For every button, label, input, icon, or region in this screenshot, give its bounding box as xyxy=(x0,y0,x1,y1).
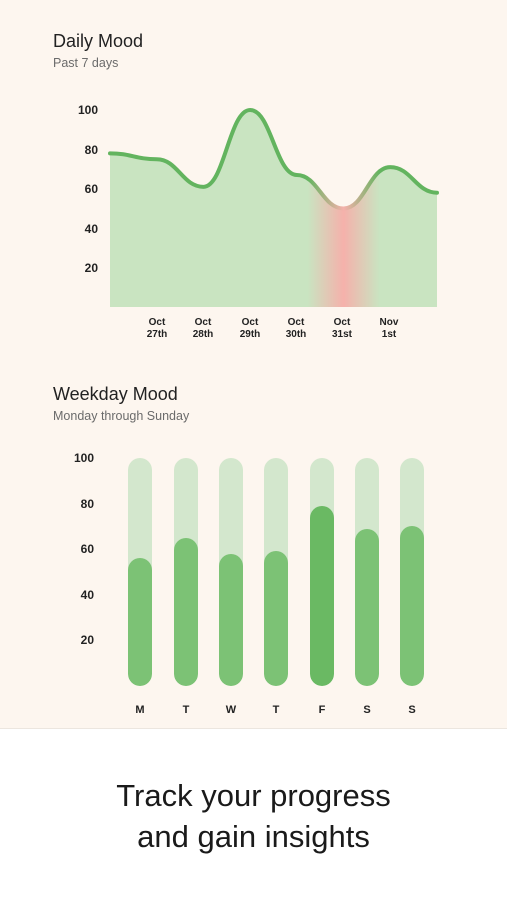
mood-insights-card: Daily Mood Past 7 days 100 80 60 40 20 O… xyxy=(0,0,507,729)
weekday-y-tick: 20 xyxy=(80,633,94,647)
weekday-label: W xyxy=(225,704,237,716)
weekday-mood-subtitle: Monday through Sunday xyxy=(53,409,190,423)
weekday-y-tick: 60 xyxy=(80,542,94,556)
daily-y-tick: 20 xyxy=(84,261,98,275)
weekday-y-tick: 80 xyxy=(80,497,94,511)
weekday-bar-track xyxy=(264,458,288,686)
weekday-bar xyxy=(400,526,424,686)
weekday-bar-track xyxy=(400,458,424,686)
daily-mood-title: Daily Mood xyxy=(53,31,144,51)
daily-mood-line xyxy=(108,107,439,211)
weekday-mood-title: Weekday Mood xyxy=(53,384,178,404)
daily-x-tick: Oct 28th xyxy=(192,317,214,340)
weekday-label: M xyxy=(135,704,145,716)
tagline: Track your progress and gain insights xyxy=(0,775,507,857)
weekday-bar xyxy=(355,528,379,686)
weekday-label: T xyxy=(272,704,280,716)
weekday-y-tick: 100 xyxy=(73,451,94,465)
weekday-bar-track xyxy=(128,458,152,686)
daily-x-tick: Nov 1st xyxy=(379,317,399,340)
weekday-bar-track xyxy=(174,458,198,686)
tagline-line-1: Track your progress xyxy=(116,778,391,813)
weekday-label: S xyxy=(408,704,416,716)
daily-x-tick: Oct 31st xyxy=(331,317,352,340)
weekday-bar xyxy=(310,505,334,686)
daily-x-tick: Oct 30th xyxy=(285,317,307,340)
daily-mood-area-chart xyxy=(108,107,439,307)
daily-mood-subtitle: Past 7 days xyxy=(53,56,119,70)
daily-y-tick: 80 xyxy=(84,143,98,157)
daily-x-tick: Oct 27th xyxy=(146,317,168,340)
daily-mood-area xyxy=(110,110,437,307)
weekday-label: S xyxy=(363,704,371,716)
daily-y-tick: 100 xyxy=(77,103,98,117)
weekday-bar-track xyxy=(310,458,334,686)
weekday-bar xyxy=(219,553,243,686)
weekday-bar xyxy=(174,537,198,686)
weekday-y-tick: 40 xyxy=(80,588,94,602)
weekday-bar xyxy=(264,551,288,686)
weekday-bar xyxy=(128,558,152,686)
weekday-label: F xyxy=(318,704,326,716)
daily-x-tick: Oct 29th xyxy=(239,317,261,340)
daily-y-tick: 40 xyxy=(84,222,98,236)
weekday-label: T xyxy=(182,704,190,716)
tagline-line-2: and gain insights xyxy=(137,819,370,854)
daily-y-tick: 60 xyxy=(84,182,98,196)
weekday-bar-track xyxy=(219,458,243,686)
weekday-bar-track xyxy=(355,458,379,686)
